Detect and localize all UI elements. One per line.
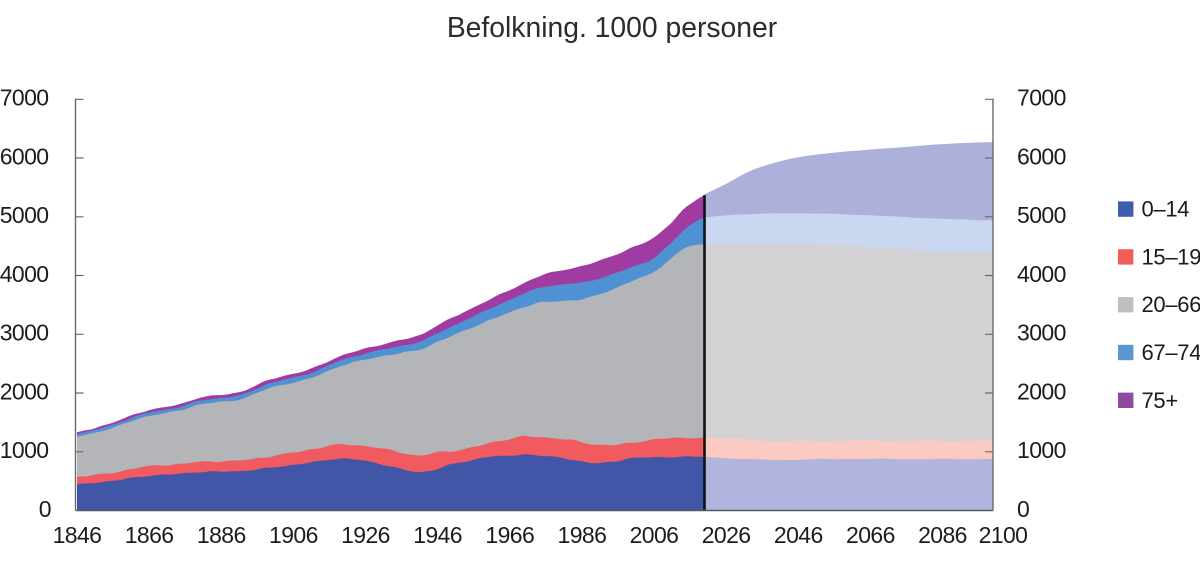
svg-text:0–14: 0–14 <box>1142 197 1190 222</box>
svg-text:20–66: 20–66 <box>1142 292 1200 317</box>
svg-text:1926: 1926 <box>341 522 390 548</box>
svg-text:3000: 3000 <box>0 320 49 346</box>
svg-text:5000: 5000 <box>0 202 49 228</box>
svg-text:67–74: 67–74 <box>1142 340 1200 365</box>
svg-text:3000: 3000 <box>1017 320 1066 346</box>
svg-text:6000: 6000 <box>1017 143 1066 169</box>
svg-text:1886: 1886 <box>197 522 246 548</box>
svg-text:4000: 4000 <box>1017 261 1066 287</box>
svg-text:7000: 7000 <box>0 85 49 111</box>
svg-text:1906: 1906 <box>269 522 318 548</box>
svg-text:0: 0 <box>1017 496 1029 522</box>
svg-text:1000: 1000 <box>0 437 49 463</box>
svg-text:2066: 2066 <box>846 522 895 548</box>
svg-text:2006: 2006 <box>630 522 679 548</box>
svg-text:1846: 1846 <box>53 522 102 548</box>
svg-text:1946: 1946 <box>413 522 462 548</box>
svg-text:4000: 4000 <box>0 261 49 287</box>
svg-text:1966: 1966 <box>485 522 534 548</box>
svg-text:1000: 1000 <box>1017 437 1066 463</box>
svg-text:2046: 2046 <box>774 522 823 548</box>
svg-text:0: 0 <box>39 496 51 522</box>
svg-text:5000: 5000 <box>1017 202 1066 228</box>
svg-text:2000: 2000 <box>1017 378 1066 404</box>
svg-text:1866: 1866 <box>125 522 174 548</box>
svg-text:2000: 2000 <box>0 378 49 404</box>
svg-text:7000: 7000 <box>1017 85 1066 111</box>
svg-text:Befolkning. 1000 personer: Befolkning. 1000 personer <box>447 11 777 43</box>
svg-text:6000: 6000 <box>0 143 49 169</box>
svg-text:2026: 2026 <box>702 522 751 548</box>
svg-text:15–19: 15–19 <box>1142 244 1200 269</box>
svg-text:2100: 2100 <box>979 522 1028 548</box>
svg-text:2086: 2086 <box>918 522 967 548</box>
svg-text:1986: 1986 <box>558 522 607 548</box>
svg-text:75+: 75+ <box>1142 388 1178 413</box>
